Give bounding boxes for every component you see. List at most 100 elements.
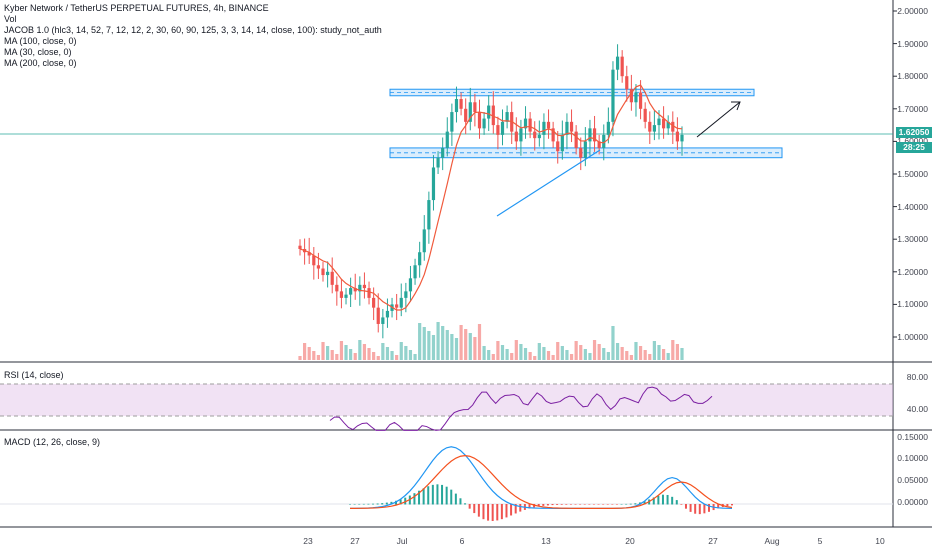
macd-histogram-bar <box>385 502 388 505</box>
macd-histogram-bar <box>634 503 637 505</box>
volume-bar <box>675 344 679 360</box>
volume-bar <box>542 347 546 360</box>
price-axis-label: 1.80000 <box>897 71 928 82</box>
macd-histogram-bar <box>413 493 416 505</box>
volume-bar <box>579 345 583 360</box>
volume-bar <box>611 326 615 360</box>
macd-histogram-bar <box>684 504 687 509</box>
macd-histogram-bar <box>390 501 393 505</box>
volume-bar <box>551 355 555 360</box>
macd-histogram-bar <box>661 494 664 505</box>
macd-histogram-bar <box>381 503 384 505</box>
macd-line <box>349 446 733 509</box>
candle-body <box>427 200 431 230</box>
candle-body <box>464 108 468 122</box>
volume-bar <box>666 353 670 360</box>
macd-histogram-bar <box>372 503 375 505</box>
macd-histogram-bar <box>731 504 733 506</box>
volume-bar <box>514 340 518 360</box>
candle-body <box>597 141 601 148</box>
candle-body <box>445 131 449 148</box>
candle-body <box>680 134 684 142</box>
volume-bar <box>574 341 578 360</box>
legend-ma30: MA (30, close, 0) <box>4 47 72 57</box>
candle-body <box>395 304 399 308</box>
candle-body <box>588 128 592 142</box>
candle-body <box>606 121 610 135</box>
volume-bar <box>583 349 587 360</box>
volume-bar <box>344 345 348 360</box>
candle-body <box>312 255 316 266</box>
price-axis-label: 2.00000 <box>897 6 928 16</box>
macd-histogram-bar <box>395 500 398 505</box>
candle-body <box>326 271 330 276</box>
candle-body <box>602 134 606 148</box>
macd-histogram-bar <box>404 497 407 505</box>
volume-bar <box>643 350 647 360</box>
volume-bar <box>326 346 330 360</box>
legend-ma100: MA (100, close, 0) <box>4 36 77 46</box>
macd-histogram-bar <box>583 504 586 505</box>
volume-bar <box>510 353 514 360</box>
volume-bar <box>376 356 380 360</box>
candle-body <box>671 121 675 132</box>
macd-histogram-bar <box>579 504 582 505</box>
time-tick: 13 <box>541 536 551 546</box>
time-tick: Aug <box>764 536 780 546</box>
candle-body <box>661 118 666 129</box>
candle-body <box>418 252 422 266</box>
rsi-title: RSI (14, close) <box>4 370 64 380</box>
candle-body <box>620 56 624 77</box>
candle-body <box>629 89 633 103</box>
macd-histogram-bar <box>666 494 669 505</box>
volume-bar <box>436 322 440 360</box>
projection-arrow-head <box>731 101 741 111</box>
macd-histogram-bar <box>602 504 605 505</box>
volume-bar <box>519 344 523 360</box>
candle-body <box>376 307 380 324</box>
volume-bar <box>500 345 505 360</box>
volume-bar <box>661 349 666 360</box>
candle-body <box>579 147 583 158</box>
volume-bar <box>482 346 486 360</box>
candle-body <box>422 229 426 253</box>
volume-bar <box>385 347 390 360</box>
macd-histogram-bar <box>349 503 351 505</box>
macd-histogram-bar <box>611 504 614 505</box>
macd-histogram-bar <box>551 504 554 506</box>
volume-bar <box>408 350 413 360</box>
volume-bar <box>648 354 652 360</box>
macd-histogram-bar <box>569 504 572 505</box>
candle-body <box>491 105 495 126</box>
time-tick: 23 <box>303 536 313 546</box>
price-axis-label: 1.50000 <box>897 169 928 179</box>
volume-bar <box>413 354 417 360</box>
macd-histogram-bar <box>477 504 480 517</box>
volume-bar <box>588 353 592 360</box>
volume-bar <box>537 343 541 360</box>
macd-histogram-bar <box>376 503 379 505</box>
candle-body <box>477 112 482 129</box>
candle-body <box>482 118 486 129</box>
macd-histogram-bar <box>542 504 545 506</box>
candle-body <box>367 288 371 298</box>
macd-histogram-bar <box>464 503 467 505</box>
volume-bar <box>316 355 321 360</box>
macd-histogram-bar <box>698 504 701 515</box>
volume-bar <box>298 356 302 360</box>
candle-body <box>408 278 413 292</box>
macd-histogram-bar <box>510 504 513 516</box>
macd-axis-3: 0.00000 <box>897 497 928 507</box>
price-axis-label: 1.60000 <box>892 136 928 146</box>
candle-body <box>431 167 436 201</box>
candle-body <box>523 118 528 129</box>
volume-bar <box>367 348 371 360</box>
candle-body <box>537 134 541 139</box>
macd-histogram-bar <box>574 504 577 505</box>
volume-bar <box>450 334 454 360</box>
candle-body <box>413 265 417 279</box>
rsi-band <box>0 384 893 416</box>
candle-body <box>592 128 597 142</box>
candle-body <box>634 92 638 103</box>
